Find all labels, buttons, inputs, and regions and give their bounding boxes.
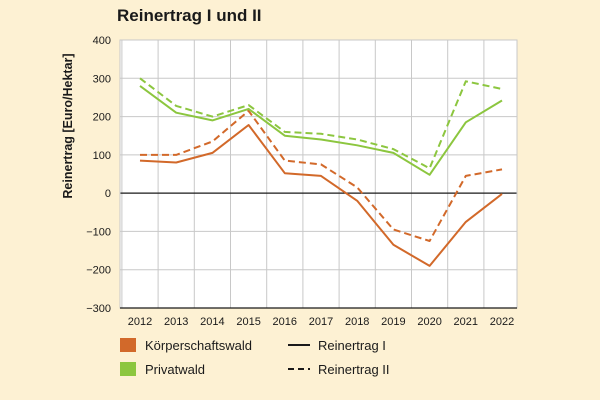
x-tick-label-10: 2022 [490,316,514,328]
legend-style-label-0: Reinertrag I [318,338,386,353]
y-tick-label-6: −200 [86,265,111,277]
y-tick-label-4: 0 [105,188,111,200]
y-tick-label-7: −300 [86,303,111,315]
x-tick-label-8: 2020 [417,316,441,328]
y-tick-label-2: 200 [93,112,111,124]
x-tick-label-9: 2021 [454,316,478,328]
y-axis-label: Reinertrag [Euro/Hektar] [61,53,75,198]
x-tick-label-7: 2019 [381,316,405,328]
tick-labels: 400 300 200 100 0 −100 −200 −300 2012 2013 2014 201… [86,35,514,328]
y-tick-label-1: 300 [93,73,111,85]
x-tick-label-0: 2012 [128,316,152,328]
y-tick-label-0: 400 [93,35,111,47]
legend-label-1: Privatwald [145,362,205,377]
legend-label-0: Körperschaftswald [145,338,252,353]
y-tick-label-5: −100 [86,226,111,238]
x-tick-label-3: 2015 [236,316,260,328]
legend-swatch-1 [120,362,136,376]
grid-lines [119,39,518,309]
chart-title: Reinertrag I und II [117,6,262,25]
x-tick-label-1: 2013 [164,316,188,328]
legend-swatch-0 [120,338,136,352]
plot-area [120,40,517,308]
x-tick-label-5: 2017 [309,316,333,328]
x-tick-label-6: 2018 [345,316,369,328]
legend: Körperschaftswald Privatwald Reinertrag I R… [120,338,390,377]
legend-style-label-1: Reinertrag II [318,362,390,377]
y-tick-label-3: 100 [93,150,111,162]
series-lines [139,77,503,267]
x-tick-label-4: 2016 [273,316,297,328]
x-tick-label-2: 2014 [200,316,224,328]
